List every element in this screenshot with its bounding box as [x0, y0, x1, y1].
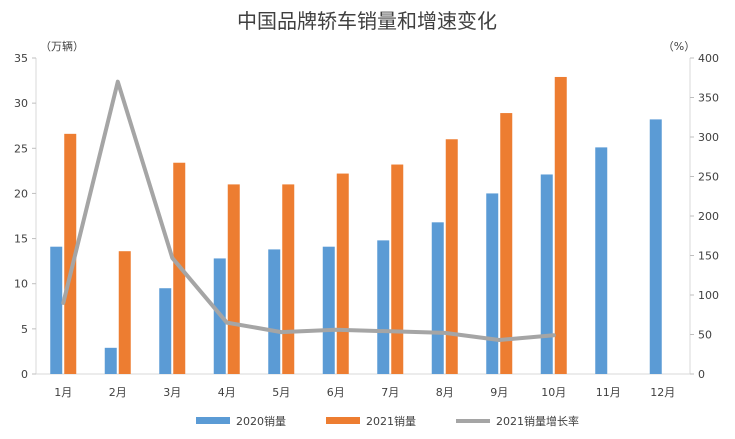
x-tick-label: 4月 [218, 386, 236, 399]
right-tick-label: 300 [698, 131, 719, 144]
right-tick-label: 250 [698, 171, 719, 184]
right-tick-label: 350 [698, 92, 719, 105]
left-tick-label: 20 [14, 187, 28, 200]
bar-2020销量 [377, 240, 390, 374]
left-tick-label: 25 [14, 142, 28, 155]
bar-2021销量 [282, 184, 295, 374]
right-tick-label: 100 [698, 289, 719, 302]
bar-2021销量 [118, 251, 131, 374]
bar-2020销量 [595, 147, 608, 374]
right-axis-unit: （%） [663, 40, 695, 53]
right-tick-label: 150 [698, 250, 719, 263]
x-tick-label: 2月 [109, 386, 127, 399]
left-tick-label: 35 [14, 52, 28, 65]
x-axis-labels: 1月 2月 3月 4月 5月 6月 7月 8月 9月 10月 11月 12月 [54, 386, 675, 399]
x-tick-label: 9月 [490, 386, 508, 399]
bar-2020销量 [104, 347, 117, 374]
left-tick-label: 10 [14, 278, 28, 291]
chart-title: 中国品牌轿车销量和增速变化 [237, 9, 497, 33]
growth-rate-line [61, 79, 556, 342]
x-tick-label: 1月 [54, 386, 72, 399]
left-tick-label: 0 [21, 368, 28, 381]
bar-2020销量 [268, 249, 281, 374]
x-tick-label: 8月 [436, 386, 454, 399]
legend-label: 2021销量增长率 [496, 414, 579, 428]
right-tick-label: 200 [698, 210, 719, 223]
x-tick-label: 10月 [541, 386, 566, 399]
legend-swatch [196, 417, 230, 424]
x-tick-label: 7月 [381, 386, 399, 399]
bar-2021销量 [64, 133, 77, 374]
right-tick-label: 400 [698, 52, 719, 65]
left-tick-label: 30 [14, 97, 28, 110]
bar-2021销量 [391, 164, 404, 374]
bar-2021销量 [554, 76, 567, 375]
bar-2021销量 [227, 184, 240, 374]
x-tick-label: 12月 [650, 386, 675, 399]
x-tick-label: 6月 [327, 386, 345, 399]
left-axis-unit: （万辆） [40, 39, 84, 53]
x-tick-label: 11月 [596, 386, 621, 399]
legend-label: 2021销量 [366, 414, 416, 428]
bar-2020销量 [50, 246, 63, 374]
bars [50, 76, 662, 375]
bar-2021销量 [500, 113, 513, 375]
bar-2021销量 [336, 173, 349, 374]
bar-2020销量 [322, 246, 335, 374]
legend-swatch [326, 417, 360, 424]
legend-label: 2020销量 [236, 414, 286, 428]
left-tick-label: 5 [21, 323, 28, 336]
right-tick-label: 50 [698, 329, 712, 342]
bar-2020销量 [431, 222, 444, 374]
bar-2021销量 [445, 139, 458, 374]
bar-2020销量 [540, 174, 553, 374]
right-tick-label: 0 [698, 368, 705, 381]
x-tick-label: 5月 [272, 386, 290, 399]
bar-2020销量 [486, 193, 499, 374]
x-tick-label: 3月 [163, 386, 181, 399]
legend: 2020销量 2021销量 2021销量增长率 [196, 414, 579, 428]
bar-2020销量 [649, 119, 662, 374]
bar-2020销量 [159, 288, 172, 374]
growth-line-group [61, 79, 556, 342]
left-tick-label: 15 [14, 233, 28, 246]
